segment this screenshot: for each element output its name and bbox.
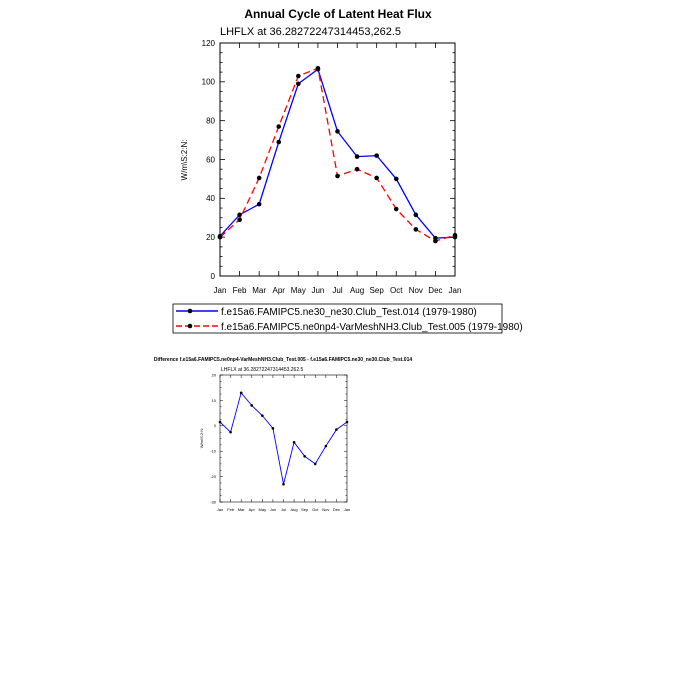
series-line-1 (219, 68, 456, 239)
series-1-point (393, 176, 399, 182)
y-tick-label: 60 (206, 155, 215, 164)
series-line-1 (219, 391, 348, 485)
chart1-series-group (217, 65, 458, 244)
series-2-point (452, 232, 458, 238)
x-tick-label: Nov (409, 286, 423, 295)
series-1-point (271, 427, 275, 430)
x-tick-label: Dec (333, 507, 340, 512)
series-2-point (217, 234, 223, 240)
y-tick-label: 40 (206, 194, 215, 203)
series-1-point (335, 129, 340, 134)
series-1-point (261, 414, 264, 417)
series-2-point (237, 217, 242, 222)
x-tick-label: Jan (214, 286, 227, 295)
series-1-point (324, 444, 328, 448)
difference-chart: Difference f.e15a6.FAMIPC5.ne0np4-VarMes… (154, 357, 412, 512)
series-1-point (237, 212, 242, 218)
series-2-point (374, 175, 379, 181)
legend-label-series-2: f.e15a6.FAMIPC5.ne0np4-VarMeshNH3.Club_T… (221, 322, 523, 333)
chart1-title: Annual Cycle of Latent Heat Flux (244, 7, 432, 21)
series-1-point (276, 139, 282, 145)
series-2-point (315, 65, 321, 71)
x-tick-label: Mar (252, 286, 266, 295)
y-tick-label: -30 (210, 499, 217, 504)
chart2-ylabel: W/m\S:2:N: (199, 428, 204, 448)
series-1-point (374, 153, 379, 158)
series-1-point (229, 430, 232, 434)
series-1-point (313, 462, 317, 466)
chart2-series-group (218, 391, 349, 486)
x-tick-label: Aug (291, 507, 298, 512)
x-tick-label: Jul (281, 507, 286, 512)
y-tick-label: 10 (212, 398, 217, 403)
x-tick-label: Jul (332, 286, 342, 295)
series-2-point (354, 166, 360, 172)
chart1-x-axis: Jan Feb Mar Apr May Jun Jul Aug Sep Oct Nov Dec Jan (214, 43, 462, 295)
series-1-point (296, 81, 301, 87)
x-tick-label: Dec (428, 286, 442, 295)
y-tick-label: -20 (210, 474, 217, 479)
x-tick-label: Jan (449, 286, 462, 295)
series-1-point (413, 212, 419, 218)
y-tick-label: 0 (214, 423, 217, 428)
chart1-plot-frame (219, 42, 456, 277)
y-tick-label: 100 (202, 78, 216, 87)
x-tick-label: Feb (233, 286, 247, 295)
x-tick-label: Feb (227, 507, 235, 512)
series-1-point (292, 441, 296, 444)
x-tick-label: May (259, 507, 267, 512)
y-tick-label: 120 (202, 39, 216, 48)
x-tick-label: Jun (311, 286, 324, 295)
series-1-point (354, 154, 360, 159)
x-tick-label: Jan (344, 507, 350, 512)
series-2-point (433, 238, 438, 244)
x-tick-label: May (291, 286, 306, 295)
series-1-point (256, 201, 262, 207)
legend-marker-series-1 (187, 308, 193, 314)
x-tick-label: Nov (322, 507, 329, 512)
x-tick-label: Oct (312, 507, 319, 512)
x-tick-label: Oct (390, 286, 403, 295)
series-2-point (335, 173, 340, 179)
x-tick-label: Apr (249, 507, 256, 512)
chart1-legend: f.e15a6.FAMIPC5.ne30_ne30.Club_Test.014 … (172, 303, 523, 334)
chart2-title: Difference f.e15a6.FAMIPC5.ne0np4-VarMes… (154, 357, 412, 363)
x-tick-label: Apr (273, 286, 286, 295)
series-2-point (276, 124, 282, 129)
y-tick-label: 20 (206, 233, 215, 242)
chart1-subtitle: LHFLX at 36.28272247314453,262.5 (220, 26, 401, 38)
series-2-point (413, 227, 419, 232)
chart1-y-axis: 0 20 40 60 80 100 120 (202, 39, 455, 281)
annual-cycle-chart: Annual Cycle of Latent Heat Flux LHFLX a… (180, 7, 461, 295)
series-1-point (345, 420, 349, 424)
x-tick-label: Sep (370, 286, 385, 295)
x-tick-label: Aug (350, 286, 364, 295)
x-tick-label: Mar (238, 507, 246, 512)
chart1-ylabel: W/m\S:2:N: (180, 140, 189, 181)
legend-marker-series-2 (187, 323, 193, 329)
legend-label-series-1: f.e15a6.FAMIPC5.ne30_ne30.Club_Test.014 … (221, 307, 477, 318)
y-tick-label: -10 (210, 449, 217, 454)
series-1-point (303, 454, 306, 458)
x-tick-label: Sep (301, 507, 309, 512)
y-tick-label: 80 (206, 116, 215, 125)
series-line-2 (219, 67, 456, 242)
chart2-x-axis: Jan Feb Mar Apr May Jun Jul Aug Sep Oct Nov Dec Jan (217, 375, 350, 512)
series-1-point (218, 420, 222, 424)
legend-box (172, 303, 503, 334)
y-tick-label: 0 (211, 272, 216, 281)
series-1-point (282, 482, 285, 486)
series-1-point (335, 428, 338, 431)
series-2-point (296, 73, 301, 79)
chart2-subtitle: LHFLX at 36.28272247314453,262.5 (221, 367, 304, 373)
series-2-point (393, 206, 399, 212)
series-2-point (256, 175, 262, 181)
series-1-point (250, 404, 254, 407)
x-tick-label: Jan (217, 507, 223, 512)
y-tick-label: 20 (212, 372, 217, 377)
x-tick-label: Jun (270, 507, 276, 512)
chart2-y-axis: -30 -20 -10 0 10 20 (210, 372, 347, 504)
series-1-point (239, 391, 243, 395)
